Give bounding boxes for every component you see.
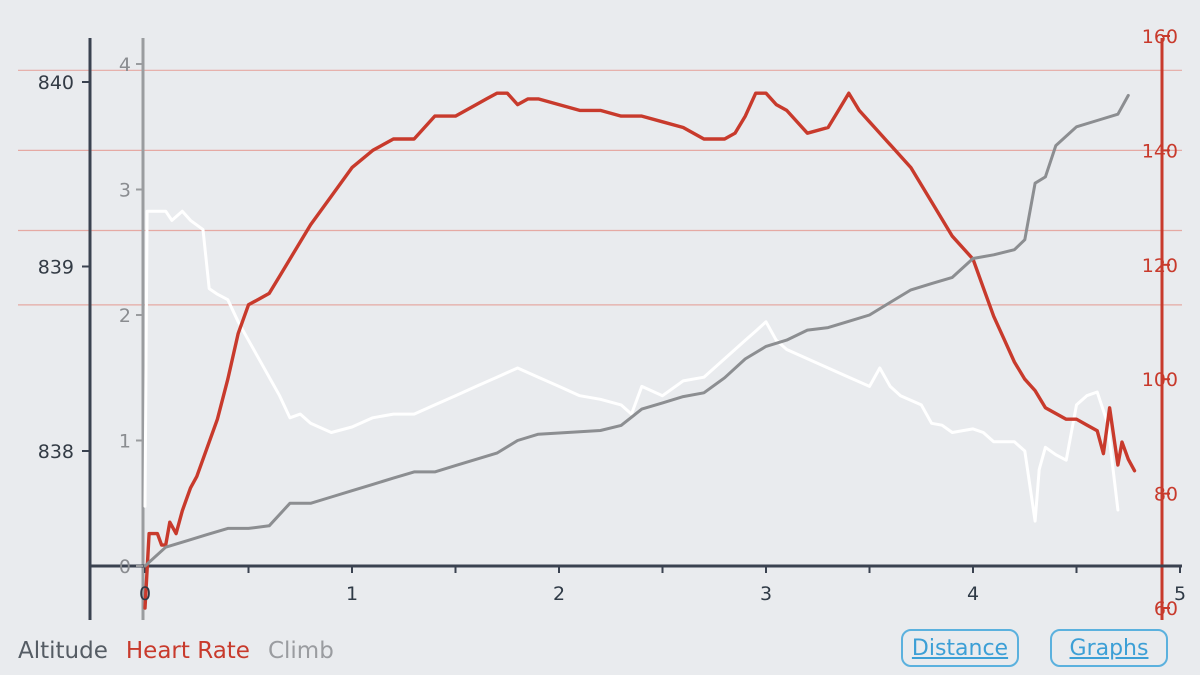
series-lines [143, 91, 1137, 610]
heart-rate-tick-label-1: 80 [1154, 484, 1178, 506]
heart-rate-tick-label-5: 160 [1142, 26, 1178, 48]
x-tick-label-1: 1 [346, 583, 358, 605]
altitude-tick-label-1: 839 [38, 257, 74, 279]
hr-gridlines [18, 69, 1182, 306]
heart-rate-tick-label-0: 60 [1154, 598, 1178, 620]
series-line-altitude [143, 209, 1120, 523]
legend-climb: Climb [267, 638, 334, 664]
altitude-tick-label-0: 838 [38, 441, 74, 463]
graphs-button[interactable]: Graphs [1050, 629, 1168, 667]
series-line-climb [143, 93, 1130, 568]
legend-altitude: Altitude [18, 638, 108, 664]
climb-tick-label-0: 0 [119, 556, 131, 578]
heart-rate-tick-label-2: 100 [1142, 369, 1178, 391]
series-line-heart-rate [143, 91, 1137, 610]
climb-tick-label-3: 3 [119, 180, 131, 202]
heart-rate-tick-label-4: 140 [1142, 140, 1178, 162]
climb-tick-label-4: 4 [119, 54, 131, 76]
distance-button[interactable]: Distance [901, 629, 1019, 667]
x-tick-label-4: 4 [967, 583, 979, 605]
altitude-tick-label-2: 840 [38, 72, 74, 94]
legend-heart-rate: Heart Rate [125, 638, 250, 664]
legend: Altitude Heart Rate Climb [18, 638, 334, 664]
tick-labels: 838 839 840 0 1 2 3 4 60 80 100 120 140 160 0 1 2 3 4 5 [38, 26, 1186, 620]
climb-tick-label-2: 2 [119, 305, 131, 327]
climb-tick-label-1: 1 [119, 431, 131, 453]
heart-rate-tick-label-3: 120 [1142, 255, 1178, 277]
x-tick-label-0: 0 [139, 583, 151, 605]
x-tick-label-3: 3 [760, 583, 772, 605]
x-tick-label-5: 5 [1174, 583, 1186, 605]
x-tick-label-2: 2 [553, 583, 565, 605]
axes [82, 35, 1182, 620]
